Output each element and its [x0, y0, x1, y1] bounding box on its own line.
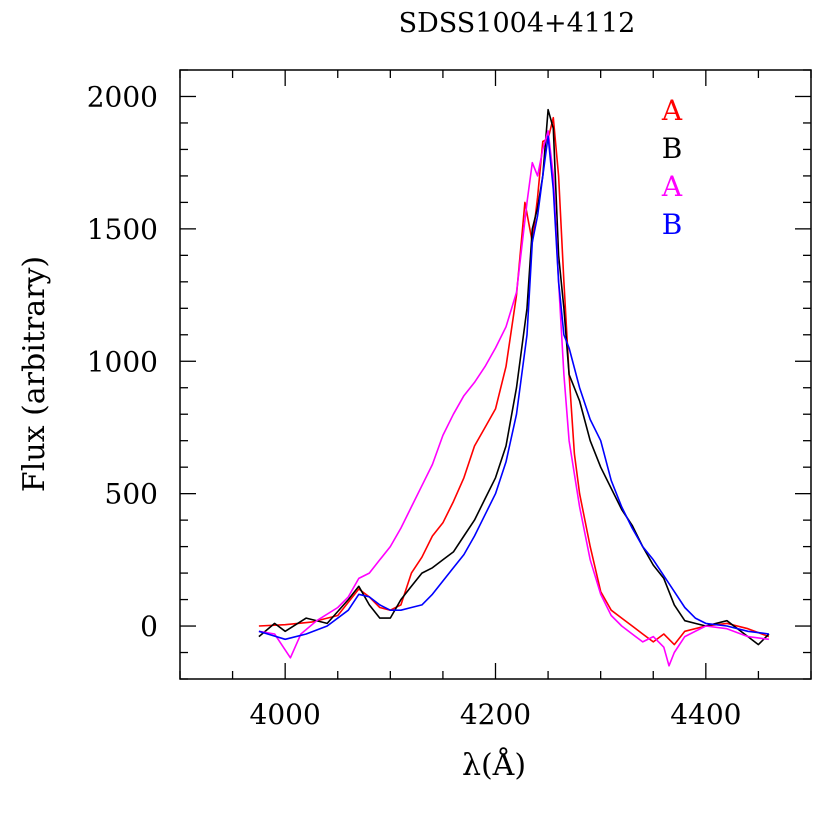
- y-tick-label: 0: [140, 610, 158, 643]
- y-axis-label: Flux (arbitrary): [17, 256, 52, 492]
- series-line-4: [258, 135, 770, 641]
- x-tick-label: 4400: [670, 698, 741, 731]
- x-axis-label: λ(Å): [462, 747, 526, 783]
- series-line-2: [258, 108, 770, 646]
- x-tick-label: 4000: [250, 698, 321, 731]
- y-tick-label: 500: [105, 478, 158, 511]
- y-tick-label: 1500: [87, 213, 158, 246]
- legend-entry-4: B: [662, 208, 683, 241]
- legend-entry-3: A: [661, 170, 683, 203]
- legend-entry-1: A: [661, 94, 683, 127]
- series-line-3: [258, 130, 770, 667]
- y-tick-label: 1000: [87, 345, 158, 378]
- series-line-1: [258, 116, 770, 646]
- plot-frame: [179, 69, 812, 680]
- legend-entry-2: B: [662, 132, 683, 165]
- x-tick-label: 4200: [460, 698, 531, 731]
- y-tick-label: 2000: [87, 80, 158, 113]
- chart-title: SDSS1004+4112: [399, 8, 636, 39]
